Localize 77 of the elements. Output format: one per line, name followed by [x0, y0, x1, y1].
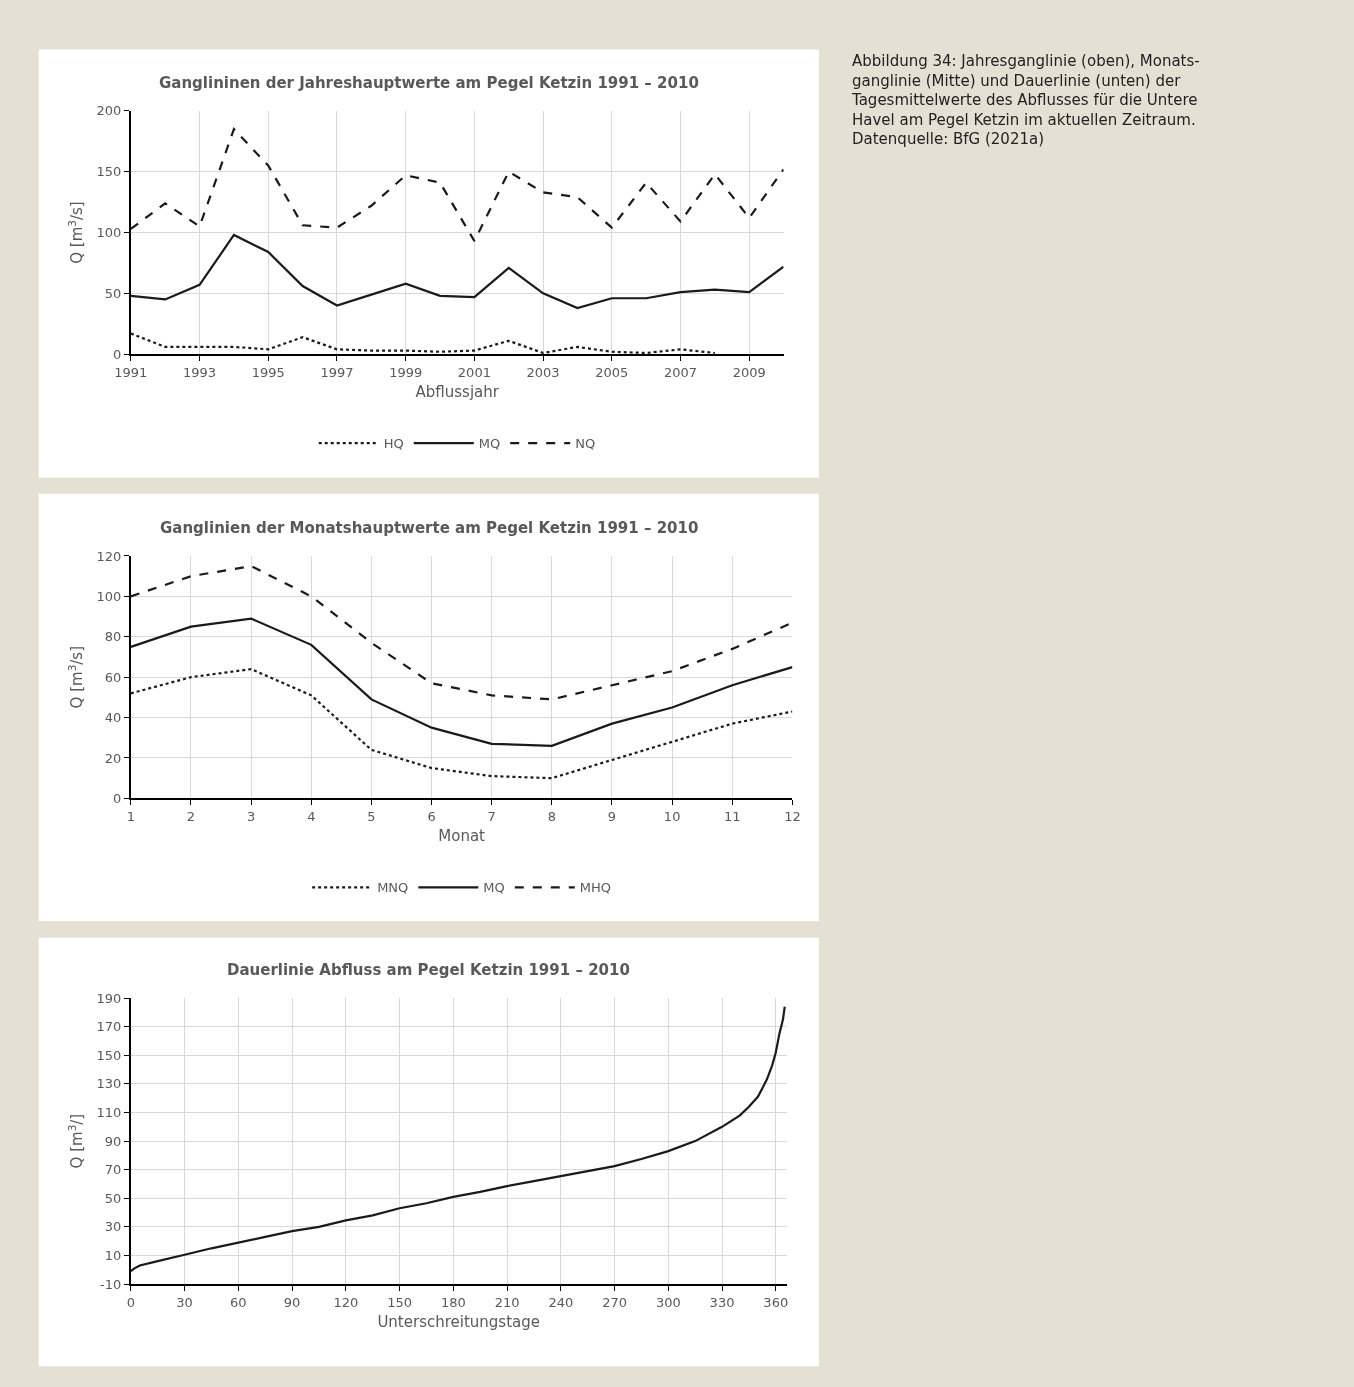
- y-tick-label: 110: [96, 1105, 122, 1121]
- x-tick-label: 210: [494, 1294, 520, 1310]
- x-axis-title: Unterschreitungstage: [377, 1313, 540, 1332]
- y-tick-label: 50: [104, 1190, 122, 1206]
- x-tick-label: 60: [230, 1294, 247, 1310]
- x-tick-label: 300: [655, 1294, 681, 1310]
- y-tick-label: 90: [104, 1133, 122, 1149]
- x-tick-label: 1999: [389, 364, 423, 380]
- x-tick-label: 150: [387, 1294, 412, 1310]
- text: Abbildung 34: Jahresganglinie (oben), Monats- ganglinie (Mitte) und Dauerlinie (unten) der Tagesmittelwerte des Abflusses für die Untere Havel am Pegel Ketzin im aktuellen Zeitraum. Datenquelle: BfG (2021a): [851, 52, 1200, 148]
- x-tick-label: 2003: [526, 364, 560, 380]
- y-tick-label: 200: [96, 103, 122, 119]
- x-tick-label: 2009: [732, 364, 766, 380]
- x-tick-label: 1991: [114, 364, 148, 380]
- chart-title: Dauerlinie Abfluss am Pegel Ketzin 1991 – 2010: [227, 961, 630, 979]
- x-tick-label: 240: [548, 1294, 574, 1310]
- y-tick-label: 10: [104, 1248, 122, 1263]
- y-tick-label: 0: [112, 346, 122, 362]
- legend-label: MQ: [483, 880, 505, 896]
- y-tick-label: 80: [104, 629, 122, 645]
- x-tick-label: 0: [126, 1294, 135, 1310]
- x-tick-label: 9: [607, 808, 617, 824]
- x-tick-label: 30: [176, 1294, 193, 1310]
- x-tick-label: 3: [247, 808, 256, 824]
- x-tick-label: 2005: [595, 364, 629, 380]
- legend-label: MNQ: [377, 880, 409, 896]
- x-tick-label: 1: [126, 808, 135, 824]
- x-axis-title: Abflussjahr: [415, 383, 500, 402]
- legend-label: MQ: [478, 436, 501, 452]
- x-tick-label: 330: [709, 1294, 735, 1310]
- x-tick-label: 2007: [663, 364, 698, 380]
- y-tick-label: 170: [96, 1019, 122, 1035]
- y-tick-label: 130: [96, 1076, 122, 1092]
- x-tick-label: 90: [283, 1294, 301, 1310]
- x-tick-label: 7: [487, 808, 496, 824]
- x-axis-title: Monat: [438, 827, 486, 846]
- line-series: [130, 1005, 786, 1273]
- y-tick-label: 190: [96, 990, 122, 1006]
- y-tick-label: 20: [104, 750, 122, 766]
- y-tick-label: 100: [96, 588, 122, 604]
- line-series: [130, 668, 793, 780]
- x-tick-label: 360: [763, 1294, 789, 1310]
- y-tick-label: 100: [96, 225, 122, 241]
- y-tick-label: 50: [104, 285, 122, 301]
- x-tick-label: 1997: [320, 364, 354, 380]
- x-tick-label: 12: [784, 808, 801, 824]
- y-tick-label: 0: [112, 790, 122, 806]
- x-tick-label: 2001: [457, 364, 491, 380]
- y-tick-label: 60: [104, 669, 122, 685]
- line-series: [130, 617, 793, 747]
- x-tick-label: 11: [723, 808, 741, 824]
- line-series: [130, 332, 716, 355]
- x-tick-label: 270: [602, 1294, 627, 1310]
- x-tick-label: 6: [427, 808, 436, 824]
- x-tick-label: 10: [663, 808, 681, 824]
- y-tick-label: 30: [104, 1219, 122, 1235]
- y-tick-label: 150: [96, 164, 122, 180]
- x-tick-label: 180: [440, 1294, 466, 1310]
- y-tick-label: 70: [104, 1162, 122, 1178]
- legend-label: NQ: [575, 436, 596, 452]
- x-tick-label: 5: [367, 808, 376, 824]
- chart-title: Ganglininen der Jahreshauptwerte am Pegel Ketzin 1991 – 2010: [159, 74, 699, 92]
- y-tick-label: 40: [104, 710, 122, 726]
- y-tick-label: 150: [96, 1047, 122, 1063]
- legend-label: HQ: [383, 436, 404, 452]
- legend-label: MHQ: [579, 880, 612, 896]
- x-tick-label: 8: [547, 808, 556, 824]
- x-tick-label: 1993: [183, 364, 217, 380]
- y-tick-label: 120: [96, 548, 122, 564]
- x-tick-label: 1995: [251, 364, 285, 380]
- x-tick-label: 2: [186, 808, 196, 824]
- x-tick-label: 120: [333, 1294, 359, 1310]
- chart-title: Ganglinien der Monatshauptwerte am Pegel Ketzin 1991 – 2010: [160, 519, 699, 537]
- x-tick-label: 4: [307, 808, 316, 824]
- y-tick-label: -10: [100, 1276, 122, 1292]
- line-series: [130, 233, 784, 310]
- line-series: [130, 128, 784, 243]
